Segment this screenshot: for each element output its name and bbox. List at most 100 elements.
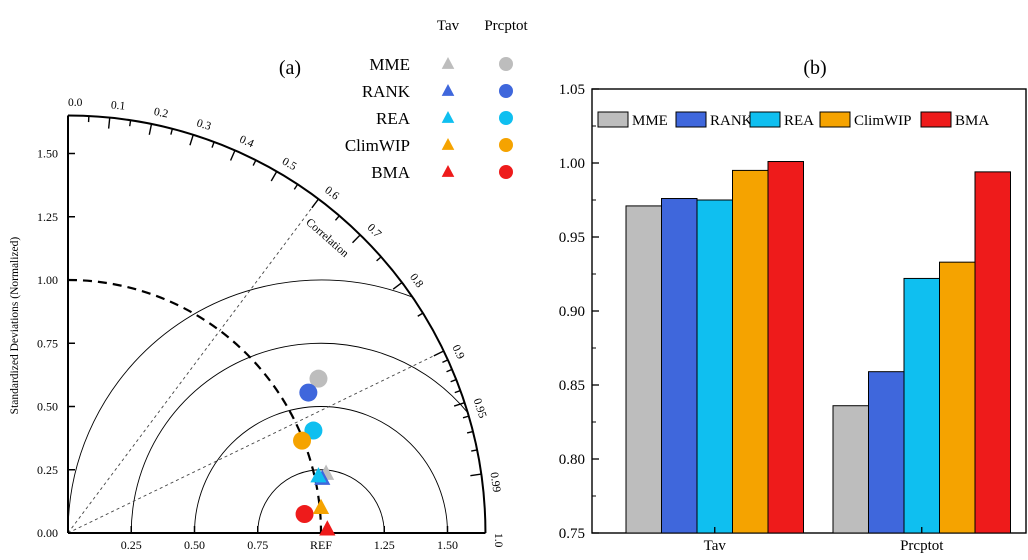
correlation-tick	[352, 234, 361, 244]
legend-label: BMA	[955, 113, 989, 129]
correlation-tick	[148, 123, 153, 135]
legend-label: REA	[784, 113, 814, 129]
outer-arc	[67, 114, 487, 534]
correlation-tick-label: 0.7	[365, 222, 384, 241]
y-tick-label: 0.00	[37, 526, 58, 540]
legend-prcptot-marker	[499, 138, 513, 152]
legend-entry-label: REA	[376, 109, 411, 128]
legend-tav-marker	[441, 165, 455, 177]
y-tick-label: 1.00	[559, 156, 585, 172]
bar-legend: MME RANK REA ClimWIP BMA	[597, 111, 989, 129]
bar	[974, 171, 1011, 534]
legend-entry-label: BMA	[371, 163, 410, 182]
legend-label: RANK	[710, 113, 753, 129]
bar	[939, 261, 976, 534]
correlation-minor-tick	[454, 389, 461, 394]
legend-swatch	[920, 111, 952, 128]
y-tick-label: 1.00	[37, 273, 58, 287]
rms-arc	[194, 406, 448, 534]
x-tick-label: 1.25	[374, 538, 395, 552]
x-tick-label: Prcptot	[900, 538, 944, 554]
taylor-legend: Tav Prcptot MME RANK REA ClimWIP BMA	[345, 18, 529, 182]
x-tick-label: 1.50	[437, 538, 458, 552]
correlation-minor-tick	[417, 312, 424, 317]
legend-tav-marker	[441, 84, 455, 96]
x-tick-label: 0.25	[121, 538, 142, 552]
correlation-minor-tick	[471, 449, 478, 452]
panel-label-b: (b)	[803, 57, 826, 79]
correlation-tick	[470, 473, 482, 477]
correlation-minor-tick	[252, 159, 257, 166]
legend-header-prcptot: Prcptot	[484, 18, 528, 34]
correlation-tick	[107, 117, 111, 129]
correlation-minor-tick	[466, 430, 474, 434]
legend-swatch	[675, 111, 707, 128]
bar	[903, 277, 940, 534]
bar	[868, 371, 905, 534]
correlation-minor-tick	[462, 415, 469, 419]
legend-swatch	[597, 111, 629, 128]
legend-label: MME	[632, 113, 668, 129]
correlation-tick	[433, 350, 445, 357]
reference-std-arc	[67, 278, 323, 534]
x-tick-label: REF	[310, 538, 332, 552]
y-tick-label: 0.75	[559, 526, 585, 542]
prcptot-point	[295, 505, 314, 524]
rms-arc	[67, 279, 413, 534]
legend-entry-label: MME	[369, 55, 410, 74]
y-tick-label: 0.90	[559, 304, 585, 320]
y-tick-label: 0.50	[37, 400, 58, 414]
correlation-tick-label: 0.4	[238, 134, 256, 151]
x-tick-label: 0.75	[247, 538, 268, 552]
y-tick-label: 1.05	[559, 82, 585, 98]
y-tick-label: 0.75	[37, 336, 58, 350]
legend-prcptot-marker	[499, 111, 513, 125]
correlation-tick-label: 0.3	[195, 117, 213, 133]
tav-point	[319, 520, 336, 536]
correlation-minor-tick	[211, 141, 215, 148]
correlation-tick-label: 0.9	[449, 343, 466, 361]
y-tick-label: 1.25	[37, 210, 58, 224]
prcptot-point	[293, 431, 312, 450]
taylor-diagram: 0.00 0.25 0.50 0.75 1.00 1.25 1.50 0.25 0.50 0.75…	[9, 18, 528, 552]
bar	[832, 405, 869, 534]
legend-entry-label: RANK	[362, 82, 411, 101]
correlation-tick-label: 0.99	[488, 472, 503, 494]
bar	[625, 205, 662, 534]
y-tick-label: 0.85	[559, 378, 585, 394]
correlation-radial-line	[67, 198, 319, 534]
correlation-tick-label: 1.0	[492, 533, 504, 548]
x-tick-label: Tav	[704, 538, 727, 554]
correlation-minor-tick	[129, 120, 132, 127]
bar	[661, 198, 698, 534]
legend-label: ClimWIP	[854, 113, 912, 129]
tav-point	[310, 467, 327, 483]
correlation-minor-tick	[442, 359, 449, 364]
rms-arc	[257, 469, 385, 534]
legend-tav-marker	[441, 57, 455, 69]
legend-swatch	[749, 111, 781, 128]
bar	[696, 199, 733, 534]
legend-prcptot-marker	[499, 84, 513, 98]
correlation-minor-tick	[450, 378, 457, 383]
legend-header-tav: Tav	[437, 18, 460, 34]
correlation-tick-label: 0.95	[471, 397, 489, 420]
y-tick-label: 0.95	[559, 230, 585, 246]
correlation-tick-label: 0.1	[110, 99, 126, 112]
x-tick-label: 0.50	[184, 538, 205, 552]
correlation-tick	[392, 281, 403, 290]
correlation-tick-label: 0.6	[322, 184, 341, 202]
correlation-minor-tick	[170, 128, 174, 135]
correlation-tick	[311, 198, 320, 209]
correlation-minor-tick	[376, 256, 382, 262]
legend-prcptot-marker	[499, 165, 513, 179]
correlation-minor-tick	[334, 215, 340, 221]
correlation-tick-label: 0.8	[407, 272, 425, 291]
legend-tav-marker	[441, 138, 455, 150]
legend-swatch	[819, 111, 851, 128]
correlation-tick-label: 0.0	[68, 97, 83, 109]
legend-prcptot-marker	[499, 57, 513, 71]
correlation-tick	[270, 171, 278, 182]
correlation-radial-line	[67, 350, 444, 534]
